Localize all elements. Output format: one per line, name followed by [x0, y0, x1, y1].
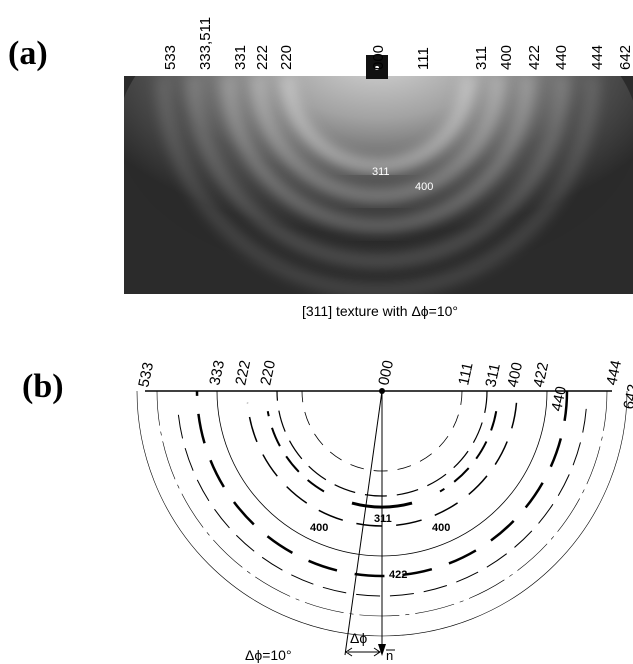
ring-label: 400	[504, 361, 526, 389]
angle-label: Δϕ	[350, 630, 367, 646]
angle-arrow	[346, 648, 380, 656]
ring-label: 331	[232, 45, 249, 70]
ring-label: 000	[375, 359, 397, 387]
inner-label: 400	[432, 522, 450, 534]
inner-label: 311	[372, 166, 390, 178]
ring-label: 222	[254, 45, 271, 70]
figure: (a) 311 400 [311] texture with Δϕ=10° (b…	[0, 0, 633, 664]
ring-label: 111	[455, 361, 476, 387]
ring-label: 444	[589, 45, 606, 70]
ring-label: 333,511	[197, 17, 214, 70]
ring-label: 220	[257, 359, 279, 387]
ring-label: 000	[370, 45, 387, 70]
ring-label: 222	[232, 359, 254, 387]
ring-label: 533	[135, 361, 157, 389]
panel-label: (a)	[8, 35, 48, 72]
ring-label: 444	[603, 359, 625, 387]
inner-label: 400	[415, 181, 433, 193]
ring-label: 422	[530, 361, 552, 389]
arrow-head	[378, 644, 386, 656]
inner-label: 422	[389, 569, 407, 581]
ring-label: 422	[526, 45, 543, 70]
inner-label: 400	[310, 522, 328, 534]
ring-label: 533	[162, 45, 179, 70]
inner-label: 311	[374, 513, 392, 525]
ring-label: 642	[620, 383, 633, 411]
ring-label: 333	[206, 359, 228, 387]
ring-label: 111	[415, 47, 432, 70]
ring-label: 311	[482, 362, 504, 389]
ring-label: 440	[553, 45, 570, 70]
ring-label: 311	[473, 46, 490, 70]
panel-label: (b)	[22, 368, 64, 405]
diffraction-image	[118, 0, 633, 294]
ring-label: 400	[498, 45, 515, 70]
angle-note: Δϕ=10°	[245, 647, 292, 663]
caption: [311] texture with Δϕ=10°	[302, 303, 458, 319]
ring-label: 642	[617, 45, 633, 70]
ring-label: 220	[278, 45, 295, 70]
